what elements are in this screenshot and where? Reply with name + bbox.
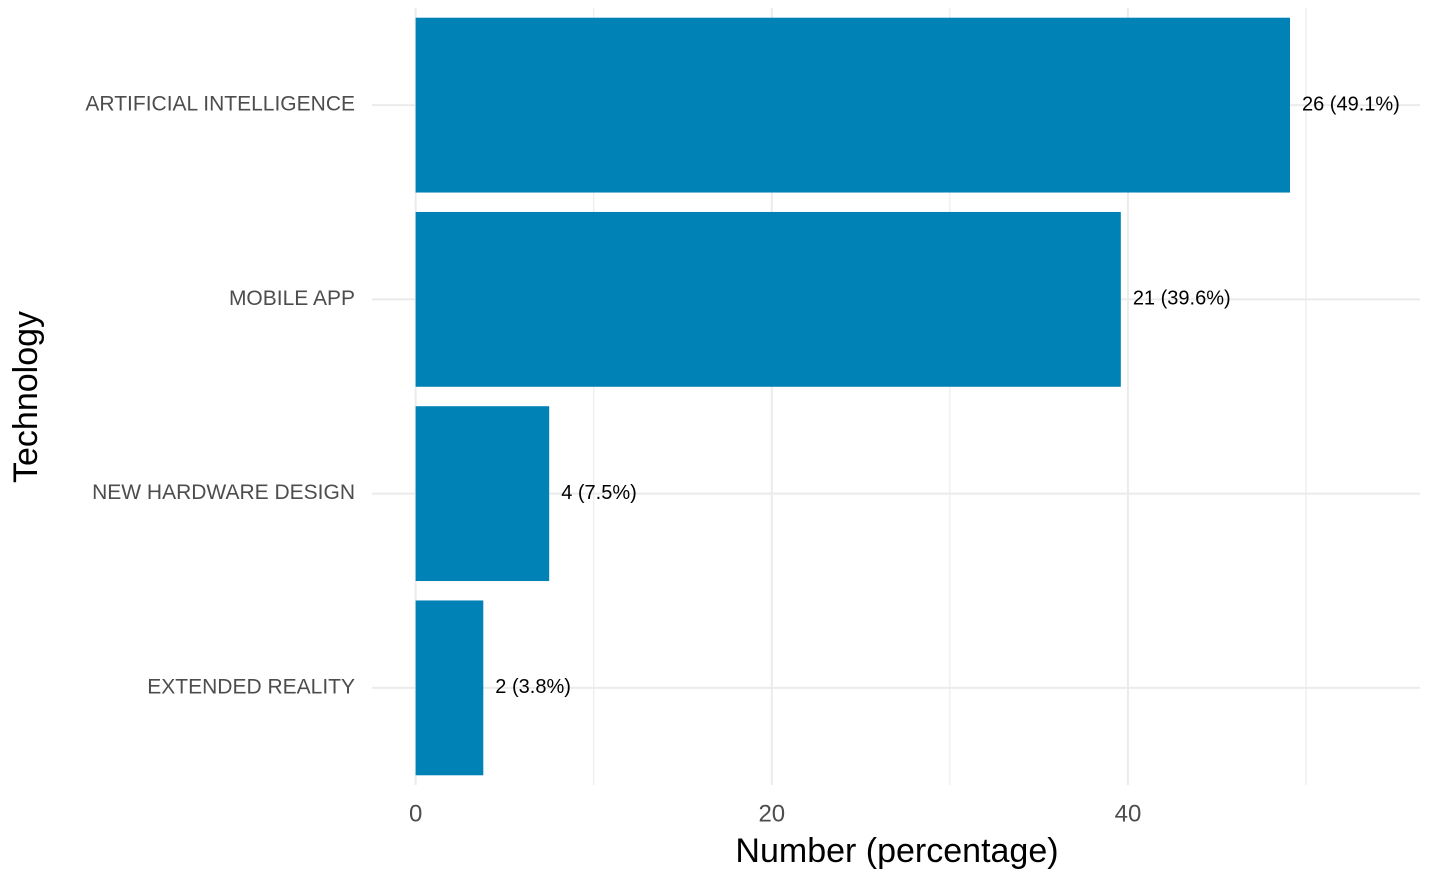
y-tick-label: ARTIFICIAL INTELLIGENCE bbox=[85, 93, 355, 116]
value-label: 26 (49.1%) bbox=[1302, 93, 1400, 115]
bar bbox=[415, 17, 1291, 193]
bar bbox=[415, 406, 550, 582]
value-label: 21 (39.6%) bbox=[1133, 288, 1231, 310]
y-axis-title: Technology bbox=[7, 311, 45, 483]
y-tick-label: NEW HARDWARE DESIGN bbox=[92, 481, 355, 504]
y-tick-label: EXTENDED REALITY bbox=[147, 675, 355, 698]
bar bbox=[415, 600, 484, 776]
x-tick-label: 0 bbox=[409, 800, 422, 827]
x-tick-label: 40 bbox=[1115, 800, 1142, 827]
y-tick-label: MOBILE APP bbox=[229, 287, 355, 310]
value-label: 4 (7.5%) bbox=[561, 482, 637, 504]
bar bbox=[415, 211, 1121, 387]
x-tick-label: 20 bbox=[758, 800, 785, 827]
value-label: 2 (3.8%) bbox=[495, 676, 571, 698]
x-axis-title: Number (percentage) bbox=[735, 832, 1058, 870]
